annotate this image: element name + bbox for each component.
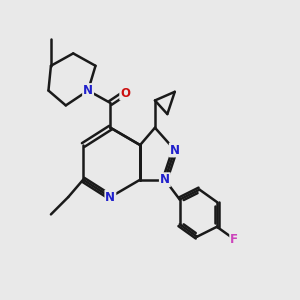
Text: N: N bbox=[83, 84, 93, 97]
Text: F: F bbox=[230, 233, 238, 246]
Text: O: O bbox=[120, 86, 130, 100]
Text: N: N bbox=[105, 190, 116, 204]
Text: N: N bbox=[160, 173, 170, 186]
Text: N: N bbox=[170, 143, 180, 157]
